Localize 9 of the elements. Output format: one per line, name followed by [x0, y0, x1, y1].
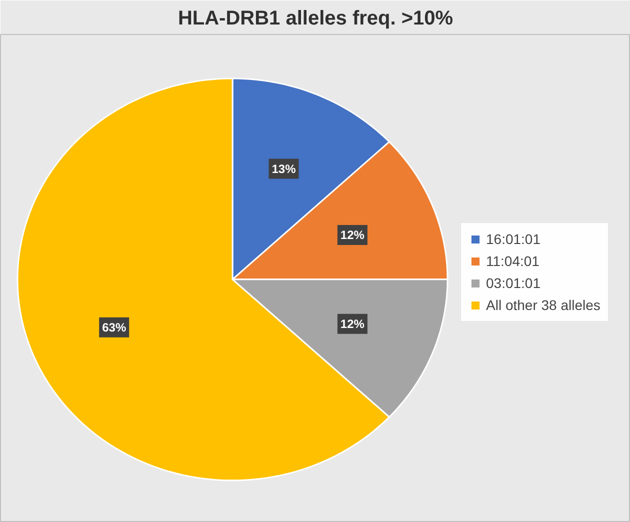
legend-label: 16:01:01	[486, 231, 540, 247]
legend-label: 03:01:01	[486, 275, 540, 291]
chart-title: HLA-DRB1 alleles freq. >10%	[178, 8, 454, 30]
legend-label: All other 38 alleles	[486, 297, 600, 313]
legend-label: 11:04:01	[486, 253, 540, 269]
data-label: 12%	[340, 316, 365, 331]
data-label: 12%	[340, 228, 365, 242]
data-label: 13%	[272, 162, 296, 176]
data-label: 63%	[102, 320, 126, 334]
